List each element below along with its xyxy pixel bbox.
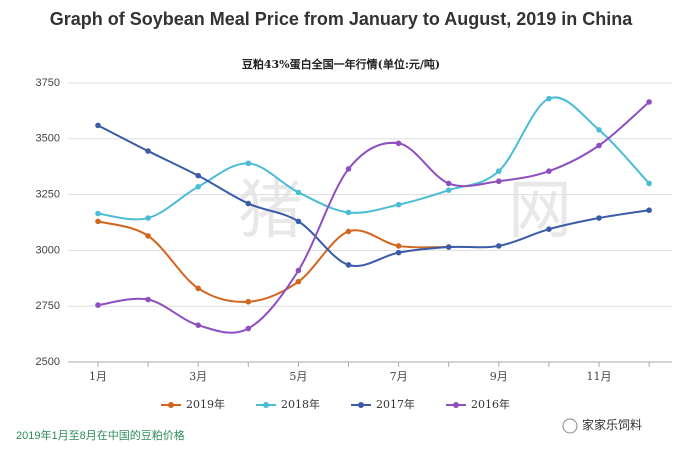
x-tick-label: 5月 xyxy=(289,370,307,383)
point xyxy=(295,218,302,225)
point xyxy=(445,180,452,187)
chart-title: Graph of Soybean Meal Price from January… xyxy=(50,9,633,29)
point xyxy=(195,285,201,292)
point xyxy=(245,325,252,332)
point xyxy=(95,302,101,308)
x-tick-label: 9月 xyxy=(490,370,508,383)
x-tick-label: 7月 xyxy=(390,370,408,383)
point xyxy=(395,140,402,147)
point xyxy=(345,228,352,235)
point xyxy=(496,178,502,185)
point xyxy=(345,209,352,216)
series-line xyxy=(97,220,449,303)
y-tick-label: 3500 xyxy=(36,133,60,145)
x-tick-label: 1月 xyxy=(89,370,107,383)
y-tick-label: 2750 xyxy=(36,300,60,312)
series-line xyxy=(97,124,650,267)
x-tick-label: 3月 xyxy=(189,370,207,383)
point xyxy=(245,160,252,167)
point xyxy=(145,296,151,303)
chart-subtitle: 豆粕43%蛋白全国一年行情(单位:元/吨) xyxy=(242,57,440,71)
point xyxy=(295,189,302,196)
point xyxy=(345,262,352,268)
point xyxy=(445,244,452,250)
legend-label: 2019年 xyxy=(186,397,225,411)
legend-label: 2017年 xyxy=(376,397,415,411)
watermark: 网 xyxy=(508,174,572,246)
point xyxy=(546,95,552,102)
point xyxy=(195,172,201,179)
point xyxy=(445,187,452,193)
point xyxy=(245,200,252,207)
point xyxy=(646,180,652,187)
legend-swatch xyxy=(453,402,459,408)
y-tick-label: 2500 xyxy=(36,356,60,368)
legend-label: 2016年 xyxy=(471,397,510,411)
point xyxy=(496,168,502,174)
point xyxy=(546,226,552,232)
point xyxy=(546,168,552,174)
y-tick-label: 3750 xyxy=(36,77,60,89)
point xyxy=(345,166,352,172)
point xyxy=(395,243,402,249)
point xyxy=(95,122,101,129)
caption: 2019年1月至8月在中国的豆粕价格 xyxy=(16,428,185,442)
point xyxy=(596,142,602,149)
point xyxy=(295,267,302,274)
x-tick-label: 11月 xyxy=(587,370,612,383)
point xyxy=(646,99,652,105)
brand-icon xyxy=(562,418,578,434)
point xyxy=(95,218,101,225)
legend-swatch xyxy=(263,402,269,408)
point xyxy=(195,183,201,190)
point xyxy=(395,201,402,208)
point xyxy=(295,278,302,285)
point xyxy=(245,298,252,305)
legend-label: 2018年 xyxy=(281,397,320,411)
point xyxy=(145,215,151,221)
point xyxy=(145,148,151,154)
legend-swatch xyxy=(168,402,174,408)
point xyxy=(496,243,502,249)
point xyxy=(596,215,602,221)
y-tick-label: 3250 xyxy=(36,189,60,201)
point xyxy=(95,210,101,217)
point xyxy=(395,249,402,256)
point xyxy=(195,322,201,328)
brand: 家家乐饲料 xyxy=(582,417,642,432)
point xyxy=(646,207,652,214)
point xyxy=(145,233,151,239)
y-tick-label: 3000 xyxy=(36,244,60,256)
point xyxy=(596,127,602,133)
legend-swatch xyxy=(358,402,364,408)
